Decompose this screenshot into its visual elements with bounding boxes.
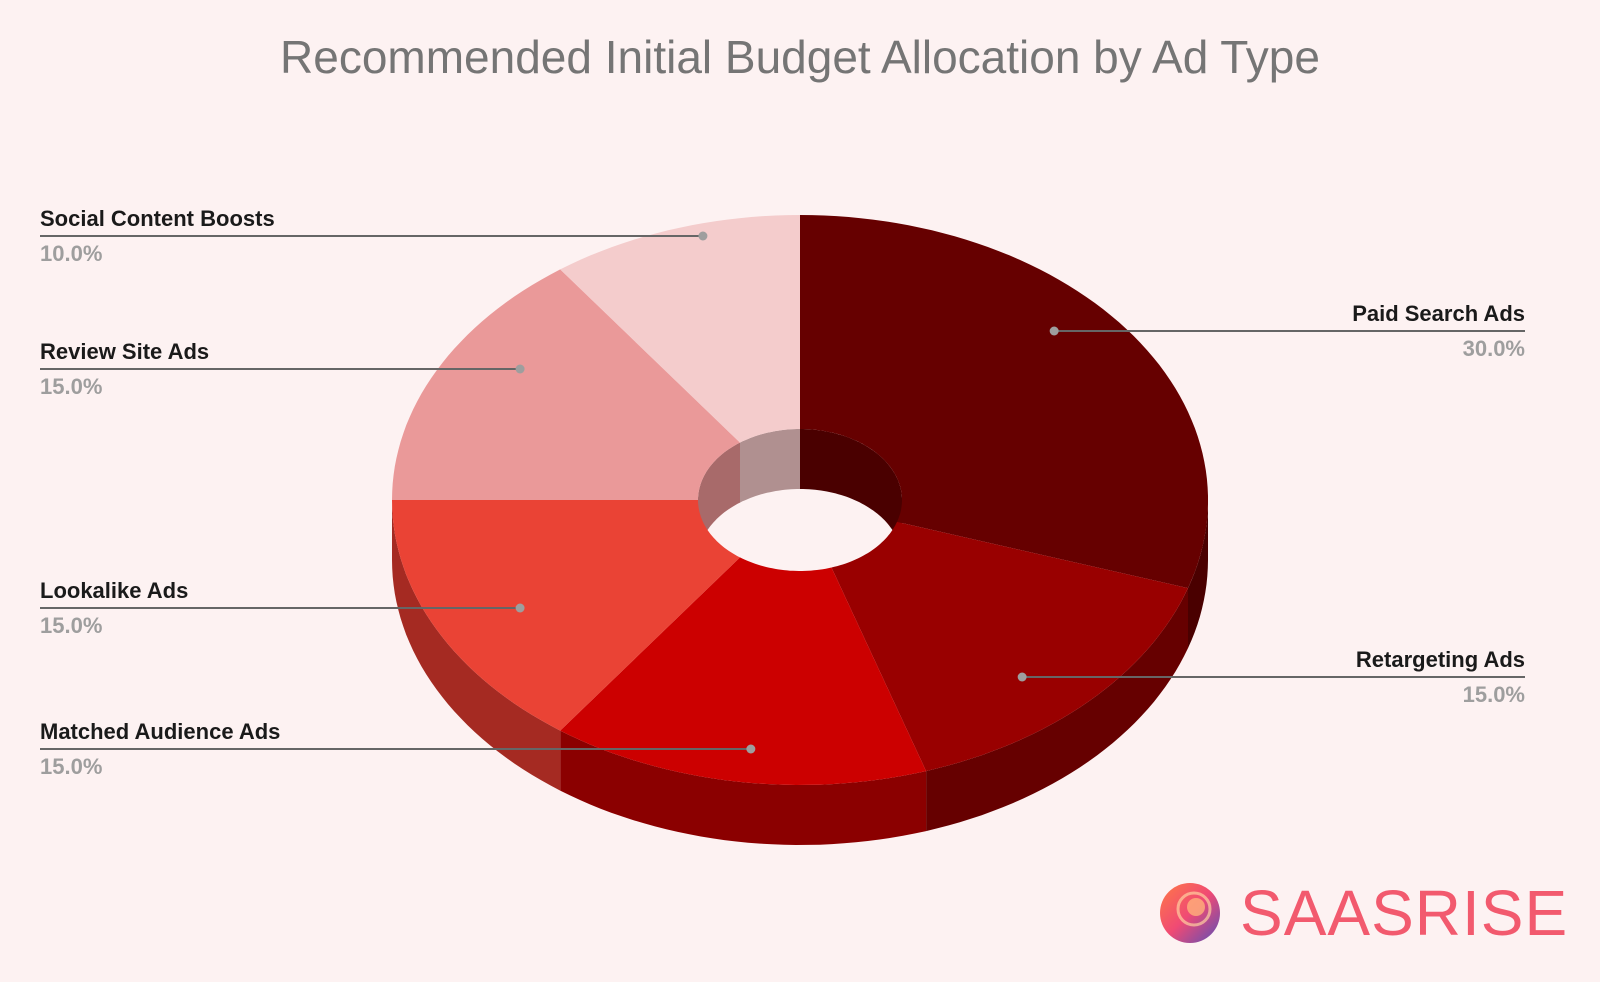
slice-side-wall: [392, 500, 561, 791]
slice-label: Retargeting Ads: [1356, 647, 1525, 672]
saasrise-logo-icon: [1160, 883, 1220, 943]
slice-value: 15.0%: [40, 754, 102, 779]
slice-inner-wall: [698, 442, 740, 560]
leader-dot: [1017, 672, 1027, 682]
slice-side-wall: [1188, 500, 1208, 649]
slice-value: 30.0%: [1463, 336, 1525, 361]
slice-label: Review Site Ads: [40, 339, 209, 364]
slice-value: 10.0%: [40, 241, 102, 266]
chart-title: Recommended Initial Budget Allocation by…: [280, 31, 1320, 83]
slice-label: Paid Search Ads: [1352, 301, 1525, 326]
pie-slice-retargeting-ads: [831, 521, 1188, 772]
leader-dot: [515, 364, 525, 374]
leader-dot: [746, 744, 756, 754]
pie-slice-lookalike-ads: [392, 500, 740, 731]
slice-inner-wall: [800, 429, 902, 560]
slice-side-wall: [560, 730, 927, 845]
pie-slice-matched-audience-ads: [560, 557, 927, 785]
slice-label: Social Content Boosts: [40, 206, 275, 231]
brand-logo: SAASRISE: [1158, 877, 1569, 949]
pie-slice-review-site-ads: [392, 269, 740, 500]
leader-dot: [515, 603, 525, 613]
leader-dot: [698, 231, 708, 241]
slice-value: 15.0%: [40, 613, 102, 638]
slice-label: Matched Audience Ads: [40, 719, 280, 744]
slice-value: 15.0%: [40, 374, 102, 399]
leader-dot: [1049, 326, 1059, 336]
slice-value: 15.0%: [1463, 682, 1525, 707]
brand-name: SAASRISE: [1240, 877, 1569, 949]
slice-label: Lookalike Ads: [40, 578, 188, 603]
slice-side-wall: [926, 588, 1188, 832]
pie-slice-social-content-boosts: [560, 215, 800, 443]
slice-inner-wall: [740, 429, 800, 503]
pie-slice-paid-search-ads: [800, 215, 1208, 589]
